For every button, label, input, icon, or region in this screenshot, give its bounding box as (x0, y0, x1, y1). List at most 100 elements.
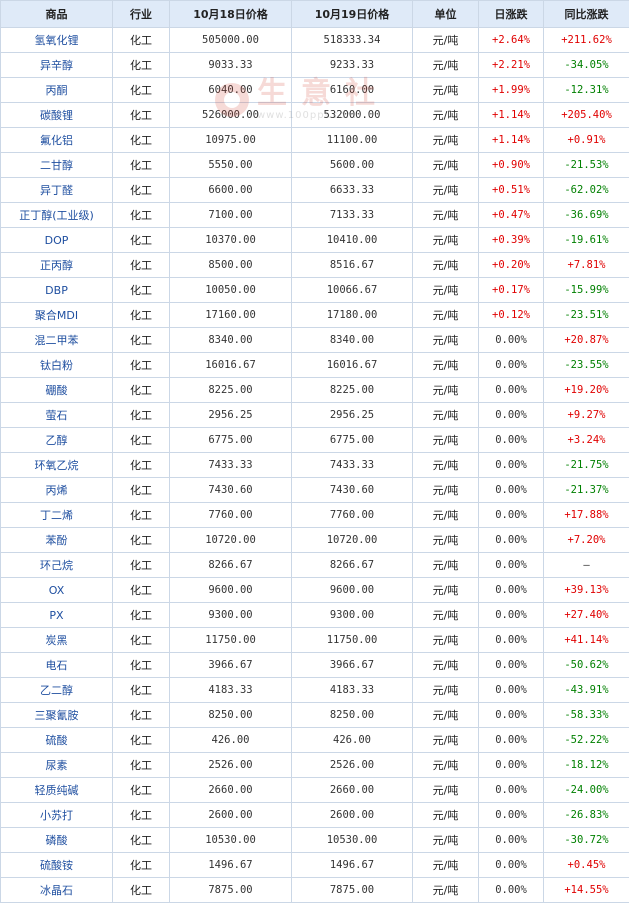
product-name-link[interactable]: 硼酸 (1, 378, 113, 403)
price-oct19-cell: 10410.00 (292, 228, 413, 253)
product-name-link[interactable]: PX (1, 603, 113, 628)
unit-cell: 元/吨 (413, 753, 479, 778)
price-oct19-cell: 8250.00 (292, 703, 413, 728)
product-name-link[interactable]: 丙烯 (1, 478, 113, 503)
product-name-link[interactable]: 冰晶石 (1, 878, 113, 903)
product-name-link[interactable]: OX (1, 578, 113, 603)
product-name-link[interactable]: 氟化铝 (1, 128, 113, 153)
product-name-link[interactable]: 碳酸锂 (1, 103, 113, 128)
price-oct19-cell: 8340.00 (292, 328, 413, 353)
price-oct19-cell: 9233.33 (292, 53, 413, 78)
industry-cell: 化工 (113, 853, 170, 878)
product-name-link[interactable]: 正丙醇 (1, 253, 113, 278)
product-name-link[interactable]: DOP (1, 228, 113, 253)
price-oct18-cell: 16016.67 (170, 353, 292, 378)
daily-change-cell: +0.90% (479, 153, 544, 178)
unit-cell: 元/吨 (413, 628, 479, 653)
product-name-link[interactable]: 萤石 (1, 403, 113, 428)
product-name-link[interactable]: 丁二烯 (1, 503, 113, 528)
daily-change-cell: 0.00% (479, 753, 544, 778)
product-name-link[interactable]: 氢氧化锂 (1, 28, 113, 53)
price-oct19-cell: 1496.67 (292, 853, 413, 878)
product-name-link[interactable]: 轻质纯碱 (1, 778, 113, 803)
product-name-link[interactable]: 三聚氰胺 (1, 703, 113, 728)
product-name-link[interactable]: 二甘醇 (1, 153, 113, 178)
unit-cell: 元/吨 (413, 128, 479, 153)
industry-cell: 化工 (113, 553, 170, 578)
yoy-change-cell: +20.87% (544, 328, 629, 353)
product-name-link[interactable]: 乙二醇 (1, 678, 113, 703)
yoy-change-cell: -21.53% (544, 153, 629, 178)
daily-change-cell: +0.12% (479, 303, 544, 328)
industry-cell: 化工 (113, 378, 170, 403)
yoy-change-cell: -58.33% (544, 703, 629, 728)
product-name-link[interactable]: 环己烷 (1, 553, 113, 578)
daily-change-cell: 0.00% (479, 578, 544, 603)
unit-cell: 元/吨 (413, 503, 479, 528)
price-oct18-cell: 10975.00 (170, 128, 292, 153)
product-name-link[interactable]: 苯酚 (1, 528, 113, 553)
header-product[interactable]: 商品 (1, 1, 113, 28)
yoy-change-cell: -50.62% (544, 653, 629, 678)
product-name-link[interactable]: 乙醇 (1, 428, 113, 453)
product-name-link[interactable]: 炭黑 (1, 628, 113, 653)
header-yoy-change[interactable]: 同比涨跌 (544, 1, 629, 28)
yoy-change-cell: +19.20% (544, 378, 629, 403)
price-oct18-cell: 11750.00 (170, 628, 292, 653)
yoy-change-cell: -21.75% (544, 453, 629, 478)
price-oct19-cell: 7133.33 (292, 203, 413, 228)
yoy-change-cell: +14.55% (544, 878, 629, 903)
unit-cell: 元/吨 (413, 378, 479, 403)
product-name-link[interactable]: 正丁醇(工业级) (1, 203, 113, 228)
industry-cell: 化工 (113, 878, 170, 903)
header-daily-change[interactable]: 日涨跌 (479, 1, 544, 28)
product-name-link[interactable]: 异丁醛 (1, 178, 113, 203)
product-name-link[interactable]: 钛白粉 (1, 353, 113, 378)
price-oct19-cell: 7433.33 (292, 453, 413, 478)
product-name-link[interactable]: 环氧乙烷 (1, 453, 113, 478)
product-name-link[interactable]: 磷酸 (1, 828, 113, 853)
header-price-oct19[interactable]: 10月19日价格 (292, 1, 413, 28)
price-oct18-cell: 10050.00 (170, 278, 292, 303)
price-oct18-cell: 7100.00 (170, 203, 292, 228)
yoy-change-cell: +205.40% (544, 103, 629, 128)
industry-cell: 化工 (113, 353, 170, 378)
industry-cell: 化工 (113, 428, 170, 453)
product-name-link[interactable]: 硫酸铵 (1, 853, 113, 878)
product-name-link[interactable]: 丙酮 (1, 78, 113, 103)
header-price-oct18[interactable]: 10月18日价格 (170, 1, 292, 28)
daily-change-cell: 0.00% (479, 353, 544, 378)
unit-cell: 元/吨 (413, 553, 479, 578)
product-name-link[interactable]: 聚合MDI (1, 303, 113, 328)
unit-cell: 元/吨 (413, 228, 479, 253)
product-name-link[interactable]: 异辛醇 (1, 53, 113, 78)
product-name-link[interactable]: 小苏打 (1, 803, 113, 828)
yoy-change-cell: -23.51% (544, 303, 629, 328)
product-name-link[interactable]: DBP (1, 278, 113, 303)
header-industry[interactable]: 行业 (113, 1, 170, 28)
unit-cell: 元/吨 (413, 303, 479, 328)
price-oct18-cell: 5550.00 (170, 153, 292, 178)
unit-cell: 元/吨 (413, 703, 479, 728)
product-name-link[interactable]: 电石 (1, 653, 113, 678)
price-oct18-cell: 8500.00 (170, 253, 292, 278)
daily-change-cell: 0.00% (479, 828, 544, 853)
daily-change-cell: 0.00% (479, 878, 544, 903)
industry-cell: 化工 (113, 178, 170, 203)
product-name-link[interactable]: 硫酸 (1, 728, 113, 753)
price-oct19-cell: 11750.00 (292, 628, 413, 653)
product-name-link[interactable]: 尿素 (1, 753, 113, 778)
industry-cell: 化工 (113, 503, 170, 528)
product-name-link[interactable]: 混二甲苯 (1, 328, 113, 353)
industry-cell: 化工 (113, 78, 170, 103)
daily-change-cell: 0.00% (479, 853, 544, 878)
yoy-change-cell: +211.62% (544, 28, 629, 53)
header-unit[interactable]: 单位 (413, 1, 479, 28)
